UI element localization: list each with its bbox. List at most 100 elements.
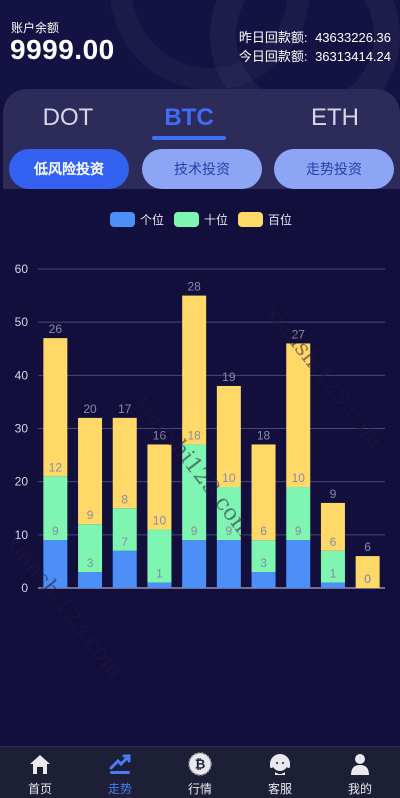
nav-mine-label: 我的 xyxy=(347,782,372,796)
data-label: 19 xyxy=(222,370,236,384)
yesterday-return-value: 43633226.36 xyxy=(315,30,391,45)
data-label: 17 xyxy=(118,402,132,416)
home-icon xyxy=(30,755,50,774)
data-label: 8 xyxy=(121,492,128,506)
bar-segment-tens xyxy=(43,476,68,541)
tab-dot[interactable]: DOT xyxy=(23,104,113,132)
bar-segment-tens xyxy=(320,550,345,583)
legend-label: 个位 xyxy=(140,213,165,227)
y-tick-label: 60 xyxy=(15,262,29,276)
data-label: 28 xyxy=(187,280,201,294)
data-label: 7 xyxy=(121,535,128,549)
bar-segment-ones xyxy=(43,540,68,588)
bar-segment-tens xyxy=(147,529,172,583)
bar-segment-ones xyxy=(182,540,207,588)
nav-home-label: 首页 xyxy=(27,782,52,796)
legend-item-ones[interactable]: 个位 xyxy=(110,211,164,228)
today-return: 今日回款额: 36313414.24 xyxy=(239,46,391,65)
account-header: 账户余额 9999.00 昨日回款额: 43633226.36 今日回款额: 3… xyxy=(0,0,400,100)
y-tick-label: 10 xyxy=(15,528,29,542)
bar-segment-hundreds xyxy=(78,417,103,525)
nav-trend-label: 走势 xyxy=(107,782,132,796)
data-label: 26 xyxy=(49,322,63,336)
bar-segment-hundreds xyxy=(147,444,172,530)
bar-segment-tens xyxy=(78,524,103,573)
legend-label: 十位 xyxy=(204,213,229,227)
active-tab-indicator xyxy=(152,136,226,140)
bar-segment-ones xyxy=(320,582,345,588)
data-label: 18 xyxy=(187,428,201,442)
bar-segment-ones xyxy=(216,540,241,588)
balance-value: 9999.00 xyxy=(10,34,115,65)
data-label: 10 xyxy=(153,514,167,528)
bar-segment-hundreds xyxy=(112,417,137,509)
today-return-value: 36313414.24 xyxy=(315,49,391,64)
nav-support-label: 客服 xyxy=(267,782,292,796)
bar-segment-tens xyxy=(216,486,241,541)
y-tick-label: 20 xyxy=(15,475,29,489)
data-label: 27 xyxy=(292,327,306,341)
bar-segment-ones xyxy=(78,572,103,588)
bar-segment-hundreds xyxy=(216,385,241,487)
bar-segment-ones xyxy=(286,540,311,588)
nav-mine[interactable]: 我的 xyxy=(320,747,400,798)
data-label: 1 xyxy=(156,567,163,581)
tab-btc[interactable]: BTC xyxy=(144,104,234,140)
legend-item-tens[interactable]: 十位 xyxy=(174,211,228,228)
yesterday-return: 昨日回款额: 43633226.36 xyxy=(239,27,391,46)
bottom-nav: 首页 走势 ₿ 行情 客服 我的 xyxy=(0,746,400,798)
legend-label: 百位 xyxy=(268,213,293,227)
data-label: 10 xyxy=(222,471,236,485)
data-label: 16 xyxy=(153,428,167,442)
data-label: 9 xyxy=(295,524,302,538)
data-label: 9 xyxy=(52,524,59,538)
data-label: 12 xyxy=(49,460,63,474)
bar-segment-tens xyxy=(112,508,137,551)
tab-eth[interactable]: ETH xyxy=(290,104,380,132)
y-tick-label: 30 xyxy=(15,422,29,436)
low-risk-invest-button[interactable]: 低风险投资 xyxy=(9,149,129,189)
trend-invest-button[interactable]: 走势投资 xyxy=(274,149,394,189)
tab-eth-label: ETH xyxy=(311,104,359,131)
legend-swatch xyxy=(238,212,264,227)
bar-segment-hundreds xyxy=(182,295,207,445)
bar-segment-tens xyxy=(182,444,207,541)
nav-trend[interactable]: 走势 xyxy=(80,747,160,798)
data-label: 6 xyxy=(330,535,337,549)
nav-support[interactable]: 客服 xyxy=(240,747,320,798)
data-label: 10 xyxy=(292,471,306,485)
data-label: 0 xyxy=(364,572,371,586)
bar-segment-tens xyxy=(286,486,311,541)
nav-market[interactable]: ₿ 行情 xyxy=(160,747,240,798)
balance-label: 账户余额 xyxy=(11,21,60,35)
y-tick-label: 50 xyxy=(15,315,29,329)
technical-invest-button[interactable]: 技术投资 xyxy=(142,149,262,189)
bar-segment-hundreds xyxy=(355,556,380,588)
header-decoration xyxy=(210,0,400,100)
nav-home[interactable]: 首页 xyxy=(0,747,80,798)
data-label: 18 xyxy=(257,428,271,442)
data-label: 6 xyxy=(260,524,267,538)
data-label: 3 xyxy=(87,556,94,570)
today-return-label: 今日回款额: xyxy=(238,49,308,64)
data-label: 9 xyxy=(226,524,233,538)
data-label: 20 xyxy=(83,402,97,416)
tab-dot-label: DOT xyxy=(42,104,94,131)
chart-legend: 个位 十位 百位 xyxy=(110,211,302,228)
data-label: 6 xyxy=(364,540,371,554)
yesterday-return-label: 昨日回款额: xyxy=(238,30,308,45)
legend-swatch xyxy=(110,212,135,227)
coin-tab-panel: DOT BTC ETH 低风险投资 技术投资 走势投资 xyxy=(3,89,400,189)
y-tick-label: 0 xyxy=(21,581,28,595)
trend-icon xyxy=(109,754,131,774)
tab-btc-label: BTC xyxy=(164,104,214,131)
data-label: 9 xyxy=(191,524,198,538)
legend-swatch xyxy=(174,212,200,227)
nav-market-label: 行情 xyxy=(187,782,212,796)
y-tick-label: 40 xyxy=(15,368,29,382)
legend-item-hundreds[interactable]: 百位 xyxy=(238,211,292,228)
bar-segment-ones xyxy=(147,582,172,588)
stacked-bar-chart: 0102030405060912263920781711016918289101… xyxy=(15,262,385,595)
bar-segment-hundreds xyxy=(251,444,276,541)
data-label: 1 xyxy=(330,567,337,581)
